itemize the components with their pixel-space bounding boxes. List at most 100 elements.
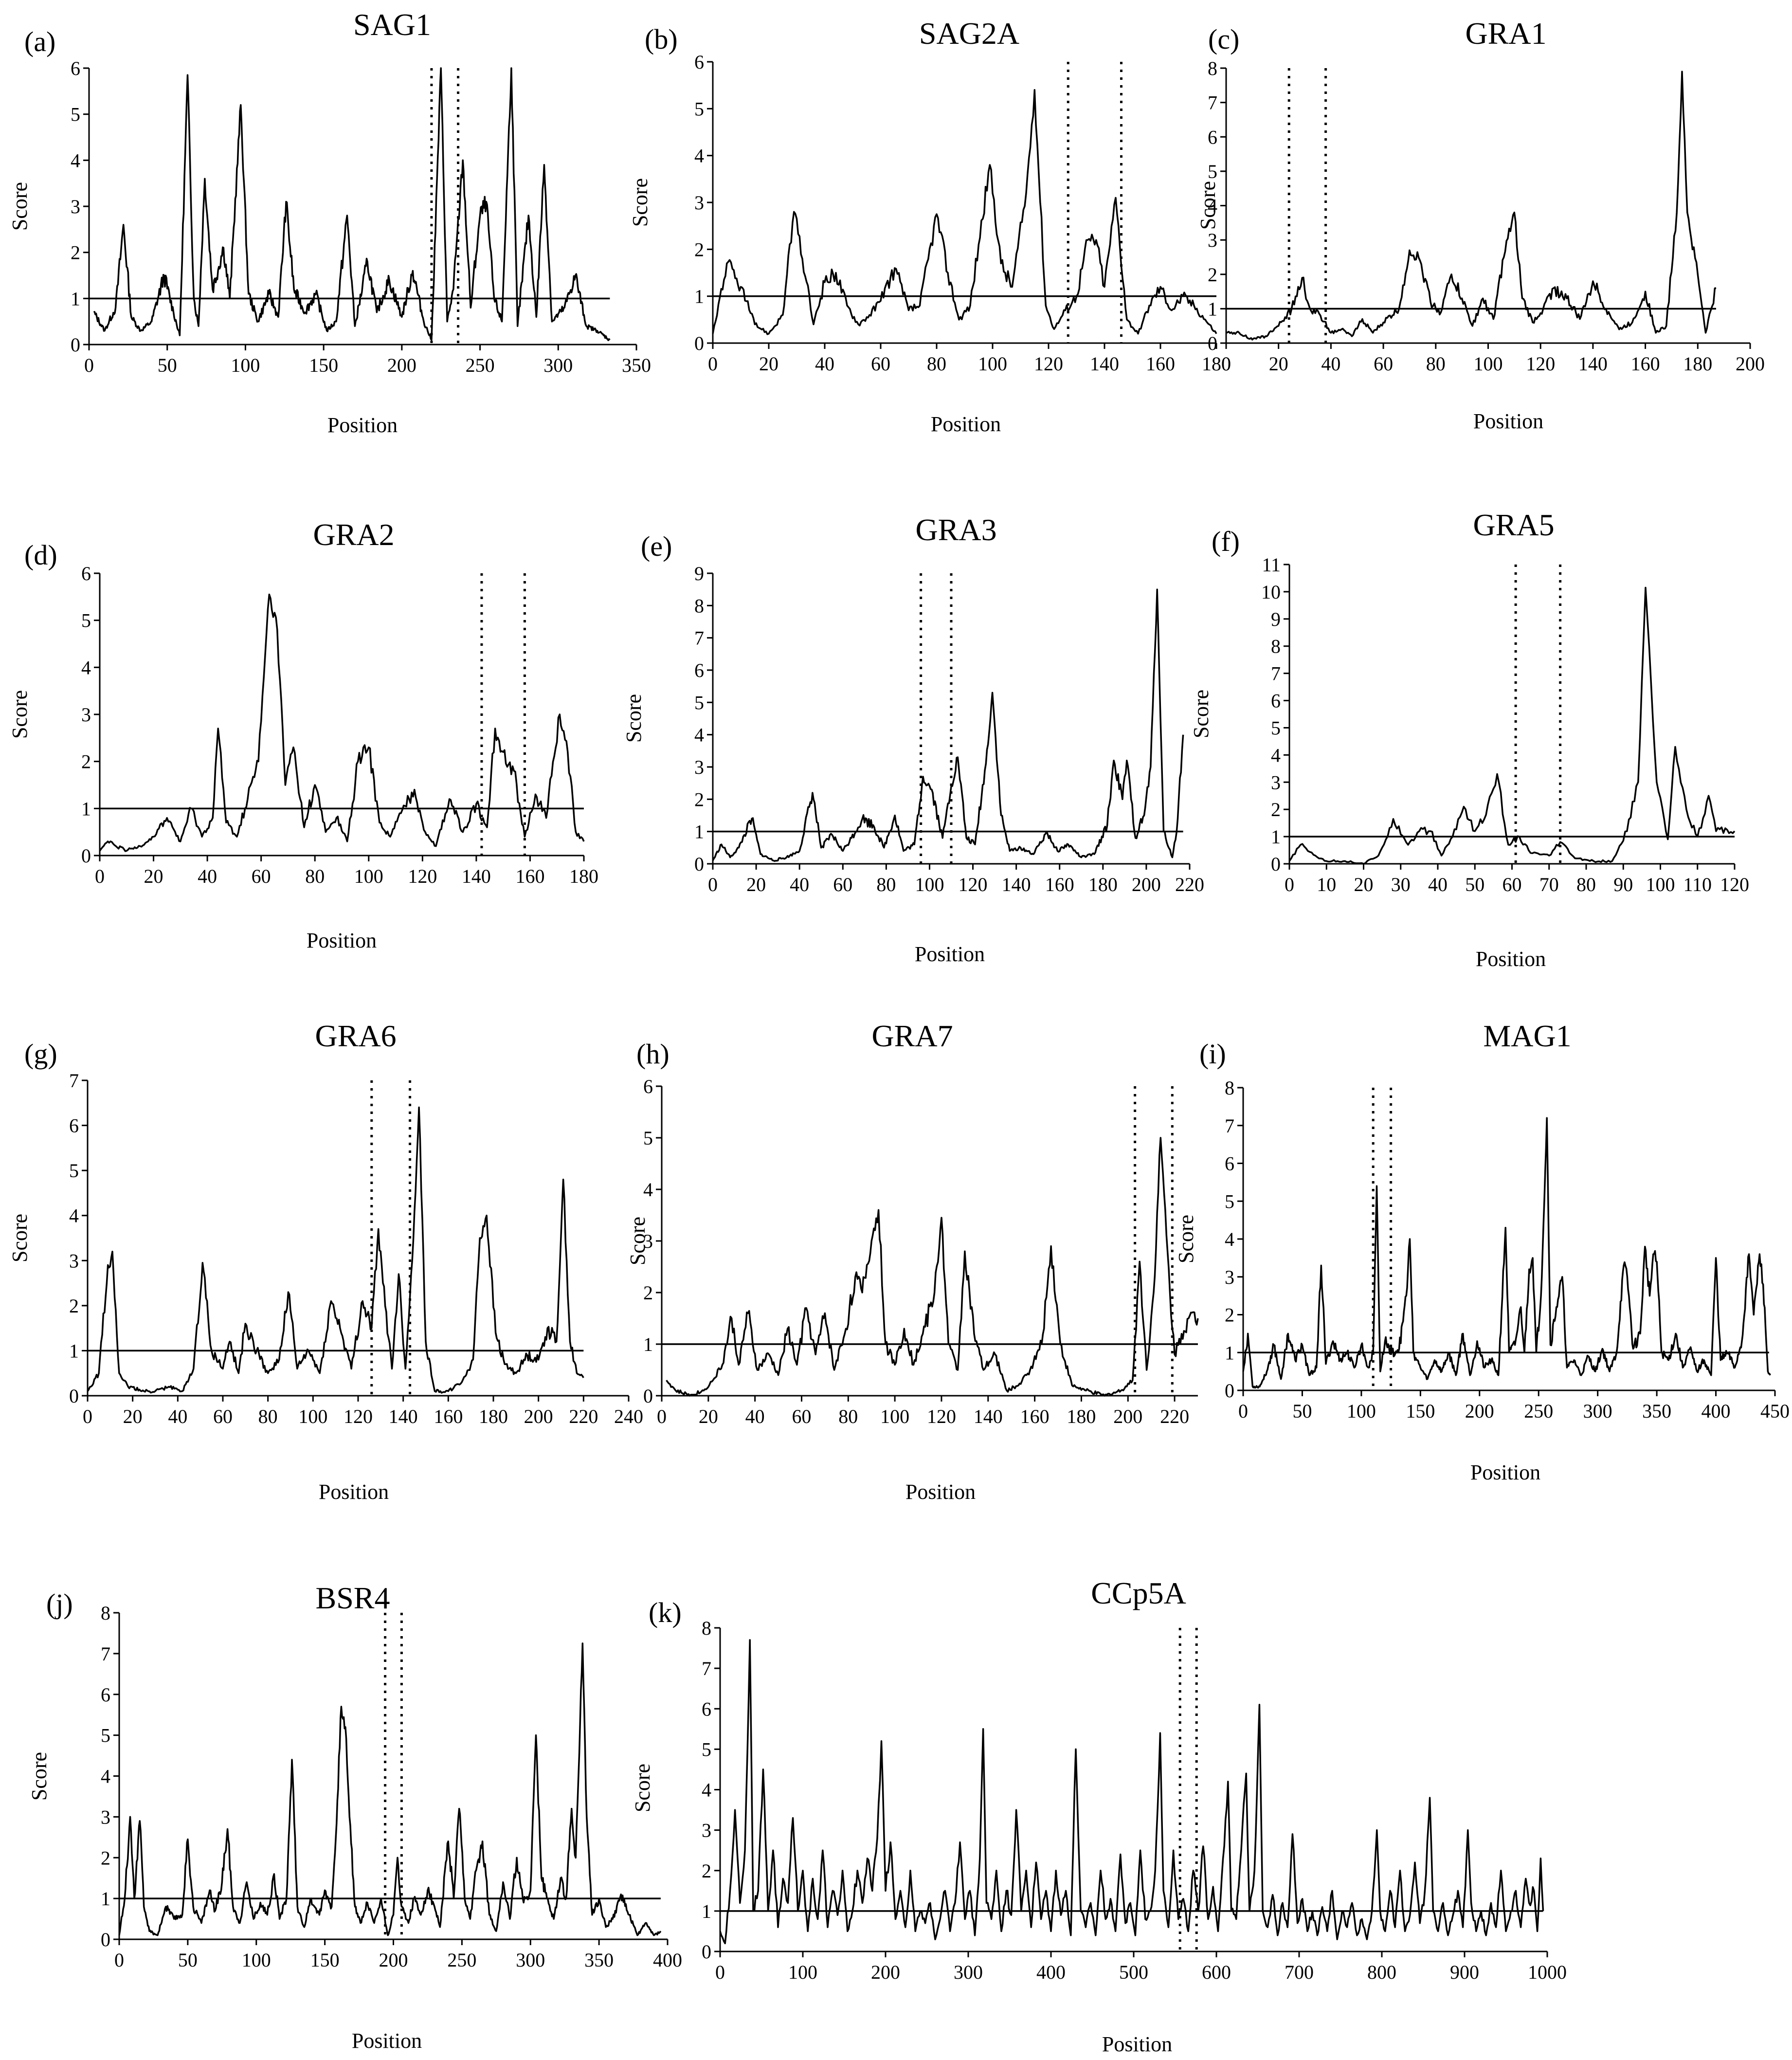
y-tick-label: 3 bbox=[101, 1806, 110, 1828]
y-tick-label: 8 bbox=[702, 1617, 711, 1639]
x-tick-label: 160 bbox=[1146, 353, 1175, 375]
y-tick-label: 5 bbox=[1225, 1190, 1234, 1212]
panel-letter: (a) bbox=[24, 26, 55, 57]
score-series-line bbox=[1226, 71, 1717, 341]
x-tick-label: 40 bbox=[790, 874, 809, 895]
y-tick-label: 4 bbox=[81, 656, 91, 678]
x-tick-label: 0 bbox=[83, 1405, 92, 1427]
x-tick-label: 180 bbox=[1088, 874, 1118, 895]
x-tick-label: 140 bbox=[1578, 353, 1608, 375]
x-tick-label: 100 bbox=[978, 353, 1007, 375]
y-axis-label: Score bbox=[8, 1214, 32, 1262]
x-tick-label: 200 bbox=[387, 354, 416, 376]
x-tick-label: 120 bbox=[959, 874, 988, 895]
x-tick-label: 20 bbox=[746, 874, 766, 895]
x-tick-label: 180 bbox=[569, 865, 598, 887]
y-tick-label: 3 bbox=[1208, 229, 1217, 251]
x-tick-label: 120 bbox=[408, 865, 437, 887]
y-tick-label: 2 bbox=[1271, 799, 1281, 820]
x-tick-label: 20 bbox=[1354, 874, 1374, 895]
x-tick-label: 100 bbox=[1646, 874, 1675, 895]
y-tick-label: 5 bbox=[694, 98, 704, 120]
y-tick-label: 7 bbox=[1225, 1115, 1234, 1137]
x-tick-label: 350 bbox=[1642, 1400, 1671, 1422]
x-tick-label: 80 bbox=[876, 874, 896, 895]
x-tick-label: 0 bbox=[657, 1405, 667, 1427]
chart-title: GRA1 bbox=[1465, 16, 1546, 51]
score-series-line bbox=[719, 1639, 1544, 1945]
x-tick-label: 400 bbox=[653, 1949, 682, 1971]
y-tick-label: 6 bbox=[694, 51, 704, 73]
y-tick-label: 6 bbox=[1271, 690, 1281, 712]
x-tick-label: 60 bbox=[1374, 353, 1393, 375]
x-tick-label: 400 bbox=[1036, 1961, 1066, 1983]
x-tick-label: 180 bbox=[1202, 353, 1231, 375]
score-series-line bbox=[666, 1137, 1199, 1397]
y-tick-label: 9 bbox=[694, 563, 704, 584]
x-tick-label: 30 bbox=[1391, 874, 1411, 895]
x-tick-label: 20 bbox=[144, 865, 163, 887]
chart-panel-k: (k) CCp5A 0 1 2 3 4 5 6 7 8 0 100 200 300 400 500 600 700 8… bbox=[631, 1576, 1567, 2056]
y-tick-label: 1 bbox=[81, 798, 91, 820]
x-tick-label: 140 bbox=[389, 1405, 418, 1427]
x-tick-label: 80 bbox=[305, 865, 325, 887]
chart-panel-g: (g) GRA6 0 1 2 3 4 5 6 7 0 20 40 60 80 100 120 140 160 180 2… bbox=[8, 1019, 643, 1504]
x-tick-label: 50 bbox=[1465, 874, 1484, 895]
x-tick-label: 120 bbox=[1526, 353, 1555, 375]
y-tick-label: 7 bbox=[694, 627, 704, 649]
chart-title: GRA7 bbox=[871, 1019, 953, 1053]
x-tick-label: 80 bbox=[838, 1405, 858, 1427]
chart-title: GRA6 bbox=[315, 1019, 396, 1053]
y-tick-label: 2 bbox=[1225, 1304, 1234, 1326]
x-tick-label: 240 bbox=[614, 1405, 643, 1427]
x-tick-label: 100 bbox=[880, 1405, 909, 1427]
y-tick-label: 3 bbox=[1225, 1266, 1234, 1288]
x-tick-label: 80 bbox=[927, 353, 946, 375]
y-tick-label: 3 bbox=[702, 1820, 711, 1841]
y-tick-label: 3 bbox=[71, 196, 80, 218]
x-tick-label: 160 bbox=[1020, 1405, 1050, 1427]
x-tick-label: 40 bbox=[198, 865, 217, 887]
x-axis-label: Position bbox=[327, 413, 398, 437]
y-axis-label: Score bbox=[1189, 690, 1213, 738]
panel-letter: (j) bbox=[46, 1588, 73, 1620]
x-tick-label: 120 bbox=[1034, 353, 1063, 375]
x-tick-label: 200 bbox=[524, 1405, 553, 1427]
chart-title: CCp5A bbox=[1091, 1576, 1186, 1610]
y-tick-label: 0 bbox=[1271, 853, 1281, 875]
y-axis-label: Score bbox=[8, 182, 32, 231]
y-tick-label: 2 bbox=[71, 242, 80, 264]
x-tick-label: 0 bbox=[1238, 1400, 1248, 1422]
panel-letter: (b) bbox=[645, 23, 678, 55]
y-tick-label: 3 bbox=[1271, 771, 1281, 793]
y-tick-label: 6 bbox=[1225, 1153, 1234, 1175]
x-tick-label: 250 bbox=[466, 354, 495, 376]
x-tick-label: 200 bbox=[1736, 353, 1765, 375]
y-tick-label: 4 bbox=[69, 1205, 79, 1227]
x-tick-label: 300 bbox=[543, 354, 573, 376]
x-tick-label: 100 bbox=[1474, 353, 1503, 375]
x-tick-label: 70 bbox=[1539, 874, 1559, 895]
y-tick-label: 5 bbox=[71, 104, 80, 126]
y-tick-label: 1 bbox=[694, 286, 704, 308]
chart-title: GRA3 bbox=[915, 512, 996, 547]
y-axis-label: Score bbox=[1196, 181, 1220, 230]
y-axis-label: Score bbox=[27, 1752, 51, 1801]
y-tick-label: 6 bbox=[702, 1698, 711, 1720]
y-tick-label: 8 bbox=[1208, 57, 1217, 79]
x-tick-label: 60 bbox=[213, 1405, 233, 1427]
y-axis-label: Score bbox=[631, 1764, 654, 1812]
x-tick-label: 150 bbox=[1406, 1400, 1435, 1422]
x-tick-label: 350 bbox=[622, 354, 651, 376]
chart-panel-e: (e) GRA3 0 1 2 3 4 5 6 7 8 9 0 20 40 60 80 100 120 140 160 18… bbox=[622, 512, 1204, 966]
chart-title: SAG1 bbox=[353, 7, 431, 42]
y-tick-label: 11 bbox=[1262, 554, 1281, 576]
x-tick-label: 40 bbox=[1321, 353, 1340, 375]
x-tick-label: 120 bbox=[344, 1405, 373, 1427]
x-tick-label: 60 bbox=[792, 1405, 811, 1427]
y-tick-label: 0 bbox=[1225, 1380, 1234, 1402]
